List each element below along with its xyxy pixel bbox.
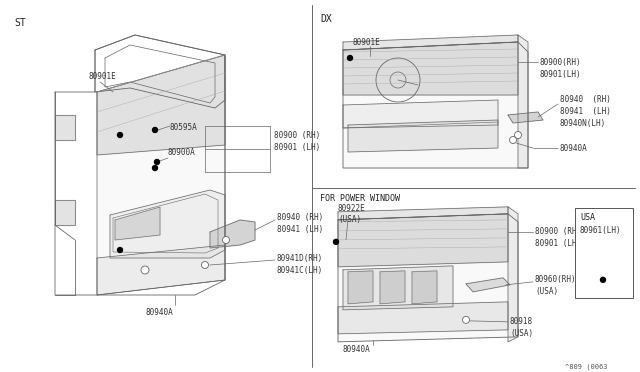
- Polygon shape: [348, 271, 373, 304]
- Text: 80940A: 80940A: [145, 308, 173, 317]
- Text: 80940A: 80940A: [343, 345, 371, 354]
- Circle shape: [515, 131, 522, 138]
- Polygon shape: [338, 214, 508, 267]
- Text: 80941C(LH): 80941C(LH): [277, 266, 323, 275]
- Circle shape: [118, 132, 122, 138]
- Polygon shape: [97, 55, 225, 155]
- Text: 80941  (LH): 80941 (LH): [560, 107, 611, 116]
- Text: (USA): (USA): [510, 329, 533, 338]
- Polygon shape: [508, 207, 518, 342]
- Text: 80900 (RH): 80900 (RH): [535, 227, 581, 236]
- Polygon shape: [338, 302, 508, 334]
- Polygon shape: [343, 100, 498, 128]
- Polygon shape: [348, 120, 498, 152]
- Polygon shape: [583, 254, 625, 270]
- Polygon shape: [343, 42, 528, 168]
- Text: ST: ST: [14, 18, 26, 28]
- Text: 80940N(LH): 80940N(LH): [560, 119, 606, 128]
- Polygon shape: [97, 55, 225, 295]
- Polygon shape: [210, 220, 255, 248]
- Polygon shape: [380, 271, 405, 304]
- Text: 80901E: 80901E: [353, 38, 381, 47]
- Text: 80900 (RH): 80900 (RH): [274, 131, 320, 140]
- Text: 80901(LH): 80901(LH): [540, 70, 582, 79]
- Text: 80595A: 80595A: [170, 123, 198, 132]
- Text: 80940A: 80940A: [560, 144, 588, 153]
- Polygon shape: [97, 245, 225, 295]
- Text: 80941D(RH): 80941D(RH): [277, 254, 323, 263]
- Polygon shape: [508, 112, 543, 123]
- Polygon shape: [343, 35, 518, 50]
- Text: DX: DX: [320, 14, 332, 24]
- Circle shape: [118, 247, 122, 253]
- Text: 80940  (RH): 80940 (RH): [560, 95, 611, 104]
- Polygon shape: [412, 271, 437, 304]
- Circle shape: [202, 262, 209, 269]
- Text: 80918: 80918: [510, 317, 533, 326]
- Circle shape: [463, 316, 470, 323]
- Text: ^809 (0063: ^809 (0063: [565, 363, 607, 369]
- Text: 80960(RH): 80960(RH): [535, 275, 577, 284]
- Text: 80940 (RH): 80940 (RH): [277, 213, 323, 222]
- Circle shape: [348, 55, 353, 61]
- Text: USA: USA: [580, 213, 595, 222]
- Text: 80961(LH): 80961(LH): [580, 226, 621, 235]
- Text: FOR POWER WINDOW: FOR POWER WINDOW: [320, 194, 401, 203]
- Polygon shape: [466, 278, 510, 292]
- Circle shape: [600, 278, 605, 282]
- Polygon shape: [115, 207, 160, 240]
- Polygon shape: [343, 266, 453, 310]
- Circle shape: [152, 166, 157, 170]
- Text: (USA): (USA): [338, 215, 361, 224]
- Polygon shape: [338, 207, 508, 220]
- Circle shape: [223, 237, 230, 244]
- Bar: [575, 208, 633, 298]
- Polygon shape: [55, 200, 75, 225]
- Text: 80901E: 80901E: [88, 72, 116, 81]
- Text: 80900A: 80900A: [168, 148, 196, 157]
- Circle shape: [509, 137, 516, 144]
- Text: 80901 (LH): 80901 (LH): [274, 143, 320, 152]
- Text: 80941 (LH): 80941 (LH): [277, 225, 323, 234]
- Text: 80900(RH): 80900(RH): [540, 58, 582, 67]
- Text: 80901 (LH): 80901 (LH): [535, 239, 581, 248]
- Text: (USA): (USA): [535, 287, 558, 296]
- Circle shape: [152, 128, 157, 132]
- Polygon shape: [343, 42, 518, 95]
- Polygon shape: [338, 214, 518, 342]
- Polygon shape: [518, 35, 528, 168]
- Circle shape: [141, 266, 149, 274]
- Circle shape: [154, 160, 159, 164]
- Polygon shape: [110, 190, 225, 258]
- Circle shape: [333, 239, 339, 244]
- Text: 80922E: 80922E: [338, 204, 365, 213]
- Polygon shape: [55, 115, 75, 140]
